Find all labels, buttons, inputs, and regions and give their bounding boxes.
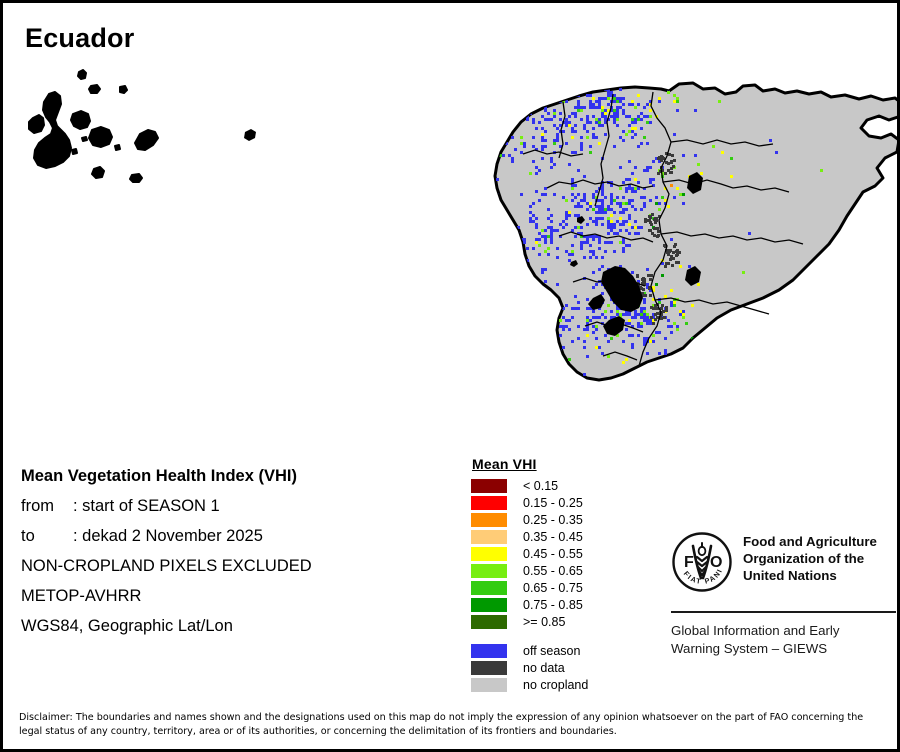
fao-logo-icon: F O FIAT PANIS xyxy=(668,524,733,598)
legend-swatch-icon xyxy=(471,495,507,510)
svg-text:F: F xyxy=(684,554,694,571)
island-santiago xyxy=(70,110,91,130)
island-islet-a xyxy=(81,136,88,142)
legend-row-special-2[interactable]: no cropland xyxy=(471,676,631,693)
legend-swatch-icon xyxy=(471,677,507,692)
legend-swatch-icon xyxy=(471,529,507,544)
island-genovesa xyxy=(119,85,128,94)
island-marchena xyxy=(88,84,101,94)
fao-branding: F O FIAT PANIS Food and Agriculture Organ… xyxy=(668,524,896,658)
legend-swatch-icon xyxy=(471,546,507,561)
info-to-value: : dekad 2 November 2025 xyxy=(73,527,263,545)
map-legend: Mean VHI < 0.15 0.15 - 0.25 0.25 - 0.35 0.3… xyxy=(471,456,631,693)
fao-org-line-1: Food and Agriculture xyxy=(743,534,877,549)
legend-label: no data xyxy=(523,660,565,675)
legend-label: 0.45 - 0.55 xyxy=(523,546,583,561)
legend-swatch-icon xyxy=(471,660,507,675)
legend-label: no cropland xyxy=(523,677,589,692)
giews-line-2: Warning System – GIEWS xyxy=(671,641,828,656)
legend-label: 0.65 - 0.75 xyxy=(523,580,583,595)
info-to-label: to xyxy=(21,527,35,545)
legend-label: >= 0.85 xyxy=(523,614,566,629)
island-floreana xyxy=(91,166,105,179)
map-canvas[interactable] xyxy=(3,58,897,438)
legend-swatch-icon xyxy=(471,563,507,578)
page-title: Ecuador xyxy=(25,23,135,53)
legend-row-class-4[interactable]: 0.45 - 0.55 xyxy=(471,545,631,562)
ecuador-mainland[interactable] xyxy=(244,81,897,382)
info-projection-line: WGS84, Geographic Lat/Lon xyxy=(21,617,233,635)
legend-row-special-1[interactable]: no data xyxy=(471,659,631,676)
island-santa-cruz xyxy=(88,126,113,148)
svg-text:O: O xyxy=(710,554,722,571)
water-bodies xyxy=(244,129,703,336)
legend-label: 0.25 - 0.35 xyxy=(523,512,583,527)
island-espanola xyxy=(129,173,143,183)
legend-row-class-2[interactable]: 0.25 - 0.35 xyxy=(471,511,631,528)
info-heading: Mean Vegetation Health Index (VHI) xyxy=(21,467,297,485)
info-cropland-line: NON-CROPLAND PIXELS EXCLUDED xyxy=(21,557,312,575)
legend-row-class-7[interactable]: 0.75 - 0.85 xyxy=(471,596,631,613)
legend-row-class-6[interactable]: 0.65 - 0.75 xyxy=(471,579,631,596)
info-from-label: from xyxy=(21,497,54,515)
legend-swatch-icon xyxy=(471,643,507,658)
fao-organization-name: Food and Agriculture Organization of the U… xyxy=(743,531,877,584)
legend-row-special-0[interactable]: off season xyxy=(471,642,631,659)
island-pinta xyxy=(77,69,87,80)
legend-label: off season xyxy=(523,643,581,658)
legend-row-class-3[interactable]: 0.35 - 0.45 xyxy=(471,528,631,545)
legend-swatch-icon xyxy=(471,478,507,493)
info-to-line: to : dekad 2 November 2025 xyxy=(21,521,451,551)
info-from-value: : start of SEASON 1 xyxy=(73,497,220,515)
legend-swatch-icon xyxy=(471,597,507,612)
legend-label: 0.55 - 0.65 xyxy=(523,563,583,578)
legend-label: 0.35 - 0.45 xyxy=(523,529,583,544)
giews-system-name: Global Information and Early Warning Sys… xyxy=(671,622,896,658)
legend-row-class-5[interactable]: 0.55 - 0.65 xyxy=(471,562,631,579)
island-san-cristobal xyxy=(134,129,159,151)
legend-title: Mean VHI xyxy=(472,456,537,472)
info-from-line: from : start of SEASON 1 xyxy=(21,491,451,521)
legend-row-class-0[interactable]: < 0.15 xyxy=(471,477,631,494)
legend-swatch-icon xyxy=(471,614,507,629)
galapagos-islands xyxy=(28,69,159,183)
legend-row-class-8[interactable]: >= 0.85 xyxy=(471,613,631,630)
legend-class-list: < 0.15 0.15 - 0.25 0.25 - 0.35 0.35 - 0.45 0… xyxy=(471,477,631,630)
island-isabela xyxy=(33,91,72,169)
province-boundaries xyxy=(522,91,804,367)
island-fernandina xyxy=(28,114,45,134)
map-info-block: Mean Vegetation Health Index (VHI) from:… xyxy=(21,461,451,641)
fao-divider xyxy=(671,611,896,613)
legend-special-list: off season no data no cropland xyxy=(471,642,631,693)
disclaimer-text: Disclaimer: The boundaries and names sho… xyxy=(19,712,864,737)
legend-label: 0.75 - 0.85 xyxy=(523,597,583,612)
island-islet-b xyxy=(114,144,121,151)
legend-label: 0.15 - 0.25 xyxy=(523,495,583,510)
legend-row-class-1[interactable]: 0.15 - 0.25 xyxy=(471,494,631,511)
giews-line-1: Global Information and Early xyxy=(671,623,840,638)
info-sensor-line: METOP-AVHRR xyxy=(21,587,142,605)
island-islet-c xyxy=(71,148,78,155)
legend-swatch-icon xyxy=(471,512,507,527)
legend-label: < 0.15 xyxy=(523,478,559,493)
legend-swatch-icon xyxy=(471,580,507,595)
fao-org-line-3: United Nations xyxy=(743,568,837,583)
fao-org-line-2: Organization of the xyxy=(743,551,865,566)
